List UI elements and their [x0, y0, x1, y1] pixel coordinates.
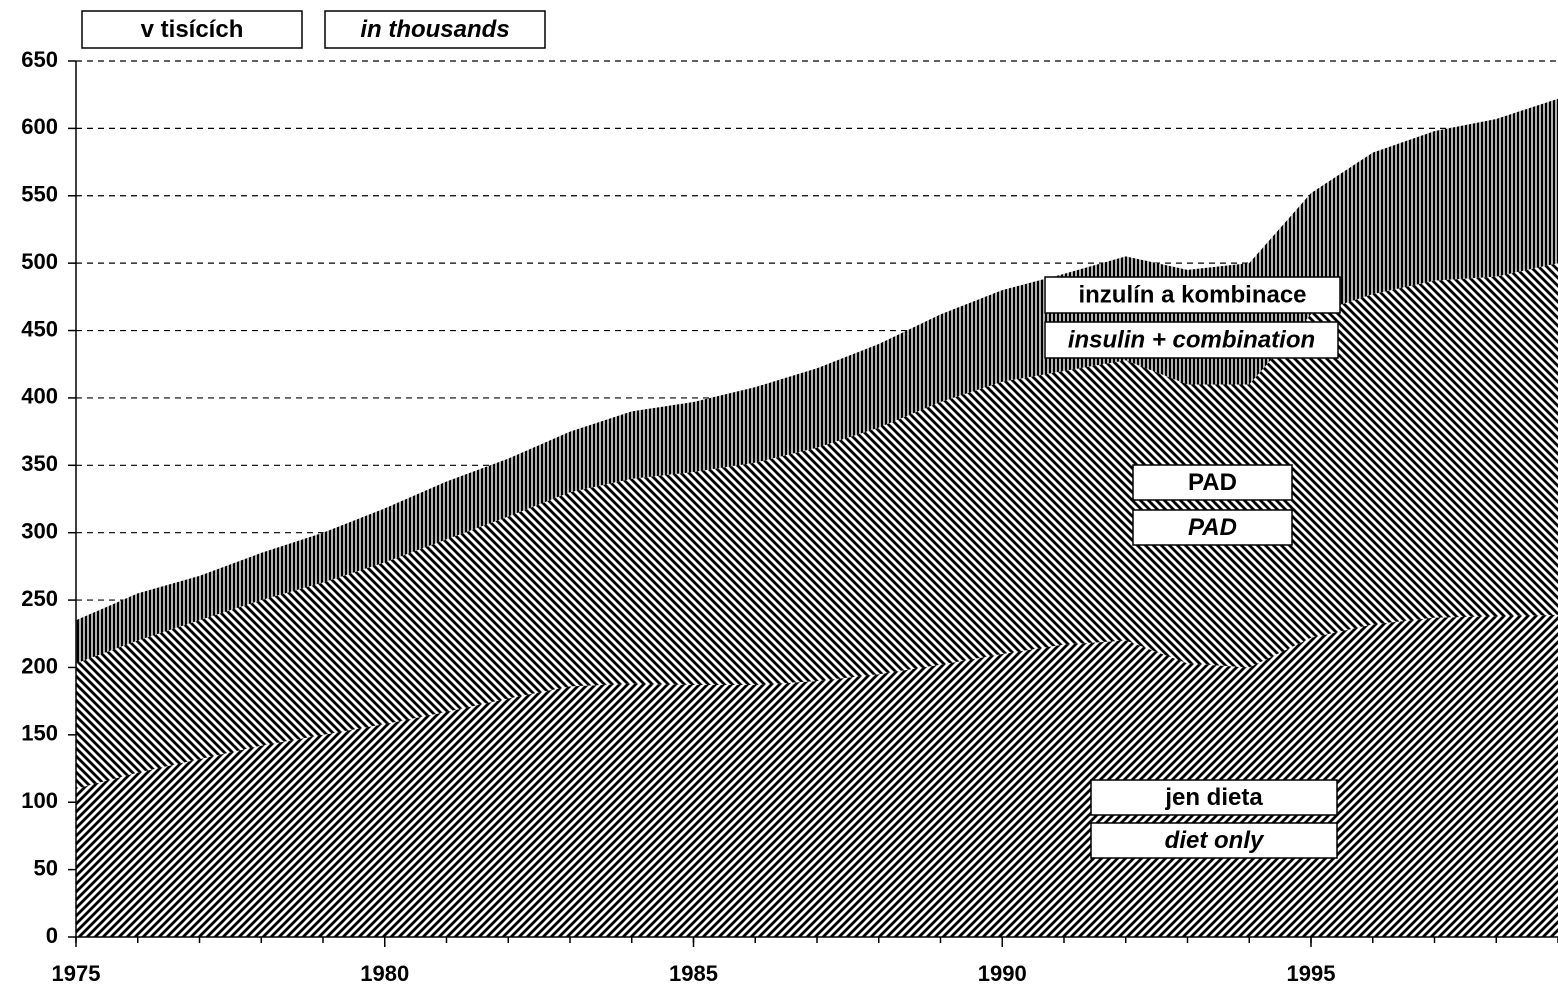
- x-tick-label: 1975: [52, 961, 101, 986]
- label-box: [1132, 464, 1293, 501]
- label: PAD: [1188, 514, 1237, 541]
- label: v tisících: [141, 16, 244, 43]
- label: inzulín a kombinace: [1078, 281, 1306, 308]
- x-tick-label: 1980: [360, 961, 409, 986]
- label-box: [1044, 276, 1341, 314]
- label: PAD: [1188, 469, 1237, 496]
- y-tick-label: 200: [21, 653, 58, 678]
- label-box: [81, 10, 303, 49]
- y-tick-label: 250: [21, 586, 58, 611]
- y-tick-label: 350: [21, 451, 58, 476]
- y-tick-label: 650: [21, 47, 58, 72]
- y-tick-label: 400: [21, 384, 58, 409]
- label-box: [1044, 321, 1339, 359]
- x-tick-label: 1985: [669, 961, 718, 986]
- x-tick-label: 1995: [1287, 961, 1336, 986]
- y-tick-label: 450: [21, 316, 58, 341]
- label: insulin + combination: [1068, 326, 1315, 353]
- label-box: [1090, 779, 1338, 816]
- label-box: [1090, 822, 1338, 859]
- y-tick-label: 500: [21, 249, 58, 274]
- x-tick-label: 1990: [978, 961, 1027, 986]
- y-tick-label: 0: [46, 923, 58, 948]
- y-tick-label: 600: [21, 114, 58, 139]
- y-tick-label: 50: [34, 855, 58, 880]
- y-tick-label: 100: [21, 788, 58, 813]
- label: in thousands: [360, 16, 509, 43]
- area: [76, 263, 1558, 789]
- area: [76, 98, 1558, 664]
- label-box: [324, 10, 546, 49]
- label: jen dieta: [1164, 784, 1263, 811]
- y-tick-label: 550: [21, 182, 58, 207]
- label-box: [1132, 509, 1293, 546]
- y-tick-label: 150: [21, 721, 58, 746]
- y-tick-label: 300: [21, 519, 58, 544]
- label: diet only: [1165, 827, 1265, 854]
